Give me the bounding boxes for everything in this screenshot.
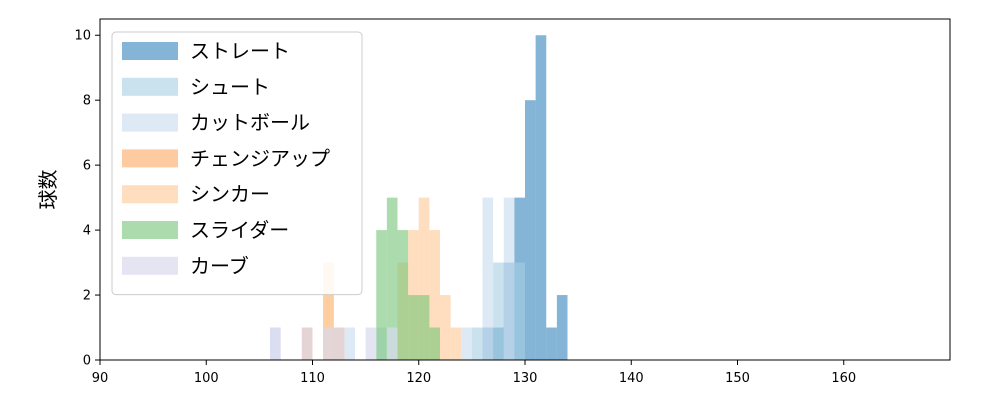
legend-swatch <box>122 221 178 239</box>
x-tick-label: 100 <box>194 371 219 386</box>
legend-swatch <box>122 256 178 275</box>
bar <box>461 327 472 360</box>
series-1 <box>471 262 525 360</box>
bar <box>429 230 440 360</box>
legend-swatch <box>122 42 178 60</box>
bar <box>525 100 536 360</box>
bars-layer <box>270 35 568 360</box>
legend-label: シンカー <box>190 182 270 206</box>
bar <box>365 327 377 360</box>
y-tick-label: 8 <box>83 94 91 109</box>
legend-label: ストレート <box>190 39 290 63</box>
bar <box>418 197 430 360</box>
bar <box>323 327 334 360</box>
bar <box>344 327 355 360</box>
bar <box>546 327 557 360</box>
legend-label: チェンジアップ <box>190 146 330 170</box>
x-tick-label: 120 <box>406 371 431 386</box>
x-tick-label: 110 <box>300 371 325 386</box>
bar <box>301 327 313 360</box>
y-axis-label: 球数 <box>36 170 60 210</box>
legend-swatch <box>122 149 178 168</box>
bar <box>503 197 515 360</box>
bar <box>556 295 568 360</box>
x-tick-label: 160 <box>831 371 856 386</box>
bar <box>418 295 430 360</box>
y-tick-label: 6 <box>83 159 91 174</box>
bar <box>471 327 483 360</box>
x-tick-label: 150 <box>725 371 750 386</box>
bar <box>482 197 494 360</box>
bar <box>386 327 398 360</box>
x-tick-label: 90 <box>92 371 109 386</box>
x-axis: 90 100 110 120 130 140 150 160 <box>92 360 856 386</box>
legend-swatch <box>122 113 178 132</box>
legend-label: シュート <box>190 75 270 99</box>
y-axis: 0 2 4 6 8 10 <box>74 29 100 369</box>
bar <box>376 230 387 360</box>
x-tick-label: 130 <box>513 371 538 386</box>
bar <box>397 230 409 360</box>
bar <box>535 35 547 360</box>
x-tick-label: 140 <box>619 371 644 386</box>
bar <box>333 327 345 360</box>
y-tick-label: 10 <box>74 29 91 44</box>
bar <box>270 327 281 360</box>
bar <box>386 197 398 360</box>
y-tick-label: 2 <box>83 289 91 304</box>
legend-label: カットボール <box>190 111 310 135</box>
legend-swatch <box>122 185 178 204</box>
bar <box>514 262 525 360</box>
legend-swatch <box>122 77 178 96</box>
bar <box>450 327 462 360</box>
y-tick-label: 4 <box>83 224 91 239</box>
y-tick-label: 0 <box>83 354 91 369</box>
bar <box>323 262 334 360</box>
bar <box>440 295 451 360</box>
bar <box>493 262 504 360</box>
bar <box>408 295 419 360</box>
series-6 <box>270 327 398 360</box>
bar <box>429 327 440 360</box>
series-5 <box>376 197 440 360</box>
legend-label: スライダー <box>190 218 289 242</box>
legend-label: カーブ <box>190 254 249 278</box>
